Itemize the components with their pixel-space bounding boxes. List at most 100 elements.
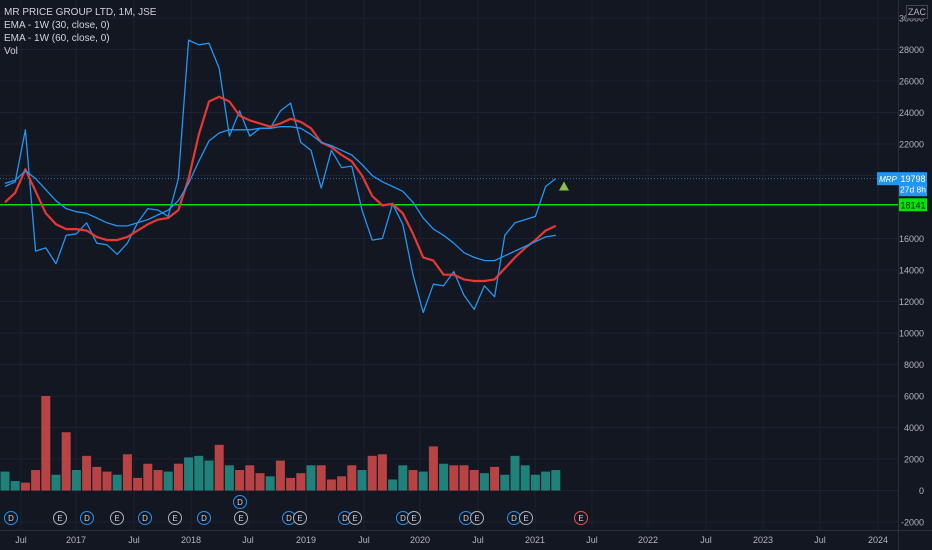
volume-bar (204, 460, 214, 491)
price-line (4, 39, 557, 314)
ema-30-line (4, 95, 557, 283)
volume-bar (235, 470, 245, 491)
y-axis-tick-label: 6000 (904, 392, 924, 402)
event-marker-circle (233, 495, 247, 509)
event-marker-circle (519, 511, 533, 525)
event-marker-circle (348, 511, 362, 525)
volume-bar (184, 457, 194, 491)
volume-bar (418, 471, 428, 491)
event-marker-label: D (8, 514, 14, 523)
event-marker-label: E (578, 514, 583, 523)
volume-bar (490, 466, 500, 491)
volume-bar (265, 476, 275, 491)
volume-bar (143, 463, 153, 491)
event-marker-label: D (201, 514, 207, 523)
x-axis-tick-label: Jul (814, 535, 826, 545)
indicator-ema-60[interactable]: EMA - 1W (60, close, 0) (4, 33, 110, 44)
volume-bar (479, 473, 489, 491)
volume-bar (41, 396, 51, 491)
volume-bar (102, 471, 112, 491)
last-price-label-bg (899, 172, 927, 197)
volume-bar (530, 474, 540, 491)
volume-bar (439, 463, 449, 491)
volume-bar (449, 465, 459, 491)
volume-bar (469, 470, 479, 491)
event-marker-label: E (523, 514, 528, 523)
chart-legend: MR PRICE GROUP LTD, 1M, JSE EMA - 1W (30… (4, 6, 156, 58)
volume-bar (347, 465, 357, 491)
event-marker-label: D (237, 498, 243, 507)
volume-bar (520, 465, 530, 491)
x-axis-tick-label: Jul (242, 535, 254, 545)
y-axis-tick-label: 16000 (899, 234, 924, 244)
event-marker-label: E (352, 514, 357, 523)
volume-bar (398, 465, 408, 491)
x-axis-tick-label: Jul (15, 535, 27, 545)
currency-badge[interactable]: ZAC (906, 5, 928, 19)
y-axis-tick-label: 12000 (899, 297, 924, 307)
event-marker-label: D (84, 514, 90, 523)
event-marker-label: E (411, 514, 416, 523)
x-axis-tick-label: 2020 (410, 535, 430, 545)
event-marker-circle (168, 511, 182, 525)
volume-bar (500, 474, 510, 491)
event-marker-circle (234, 511, 248, 525)
volume-bar (377, 454, 387, 491)
volume-bar (286, 477, 296, 491)
volume-bar (408, 470, 418, 491)
event-marker-circle (53, 511, 67, 525)
volume-bar (122, 454, 132, 491)
volume-bar (163, 471, 173, 491)
volume-bar (551, 470, 561, 491)
volume-bar (173, 463, 183, 491)
ema-60-line (4, 126, 556, 262)
y-axis-tick-label: 22000 (899, 140, 924, 150)
indicator-ema-30[interactable]: EMA - 1W (30, close, 0) (4, 20, 110, 31)
volume-bar (255, 473, 265, 491)
volume-bar (31, 470, 41, 491)
event-marker-circle (80, 511, 94, 525)
event-marker-label: E (57, 514, 62, 523)
event-marker-label: D (463, 514, 469, 523)
x-axis-tick-label: Jul (128, 535, 140, 545)
volume-bar (296, 473, 306, 491)
x-axis-tick-label: Jul (358, 535, 370, 545)
volume-bar (20, 482, 30, 491)
volume-bar (194, 455, 204, 491)
y-axis-tick-label: 26000 (899, 77, 924, 87)
horizontal-line-label-bg (899, 198, 927, 212)
volume-bar (92, 466, 102, 491)
event-marker-label: D (511, 514, 517, 523)
indicator-volume[interactable]: Vol (4, 46, 18, 57)
bar-countdown-label: 27d 8h (900, 185, 926, 195)
volume-bar (306, 465, 316, 491)
volume-bar (245, 465, 255, 491)
event-marker-label: E (172, 514, 177, 523)
volume-bar (326, 479, 336, 491)
volume-bar (388, 479, 398, 491)
volume-bar (275, 460, 285, 491)
y-axis-tick-label: -2000 (901, 518, 924, 528)
x-axis-tick-label: 2024 (868, 535, 888, 545)
volume-bar (82, 455, 92, 491)
event-marker-circle (110, 511, 124, 525)
x-axis-tick-label: 2019 (296, 535, 316, 545)
symbol-label: MRP (879, 175, 897, 184)
signal-triangle-marker (559, 181, 569, 191)
x-axis-tick-label: Jul (472, 535, 484, 545)
event-marker-circle (407, 511, 421, 525)
symbol-label-bg (877, 172, 899, 186)
volume-bar (367, 455, 377, 491)
volume-bar (428, 446, 438, 491)
chart-title: MR PRICE GROUP LTD, 1M, JSE (4, 7, 157, 18)
x-axis-tick-label: 2021 (525, 535, 545, 545)
event-marker-label: D (400, 514, 406, 523)
x-axis-tick-label: 2023 (753, 535, 773, 545)
y-axis-tick-label: 14000 (899, 266, 924, 276)
y-axis-tick-label: 8000 (904, 360, 924, 370)
volume-bar (71, 470, 81, 491)
volume-bar (459, 465, 469, 491)
horizontal-line-label: 18141 (900, 200, 925, 210)
volume-bar (541, 471, 551, 491)
